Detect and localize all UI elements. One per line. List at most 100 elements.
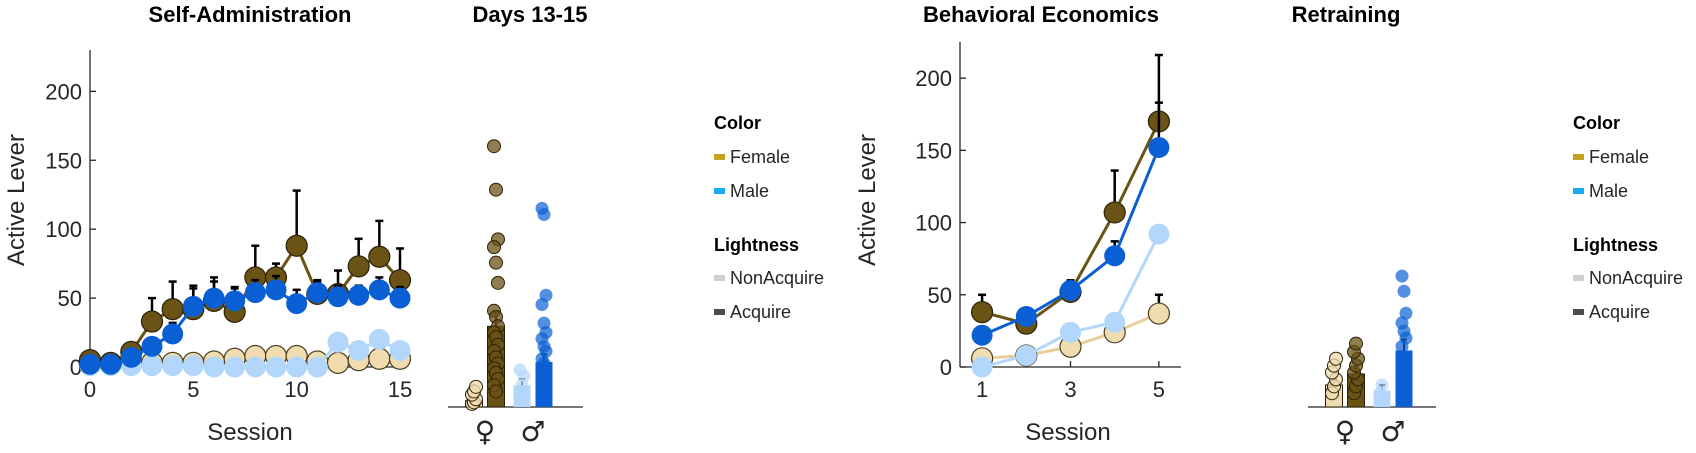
individual-point	[537, 208, 551, 222]
data-point	[1147, 302, 1171, 325]
data-point	[265, 356, 287, 378]
legend-male-label: Male	[1589, 181, 1628, 201]
data-point	[162, 323, 184, 345]
y-tick-label: 150	[915, 138, 952, 163]
data-point	[971, 324, 993, 346]
legend-left: Color Female Male Lightness NonAcquire A…	[714, 113, 824, 322]
data-point	[368, 347, 391, 370]
female-acquire-bar-group	[1347, 336, 1365, 408]
legend-acquire-label: Acquire	[1589, 302, 1650, 322]
data-point	[141, 355, 163, 377]
data-point	[79, 353, 101, 375]
legend-nonacquire-swatch	[714, 275, 725, 281]
legend-nonacquire-swatch	[1573, 275, 1584, 281]
series-line	[89, 242, 402, 365]
male-nonacquire-series	[79, 328, 411, 378]
individual-point	[469, 379, 483, 394]
retraining-title: Retraining	[1292, 2, 1401, 27]
individual-point	[1397, 284, 1411, 298]
data-point	[162, 355, 184, 377]
female-acquire-bar-group	[487, 139, 505, 408]
y-tick-label: 200	[915, 66, 952, 91]
x-tick-label: 5	[187, 377, 199, 402]
data-point	[306, 282, 328, 304]
male-nonacquire-bar-group	[513, 363, 531, 407]
data-point	[1148, 136, 1170, 158]
male-nonacquire-bar-group	[1373, 378, 1391, 407]
data-point	[348, 339, 370, 361]
male-nonacquire-series	[971, 223, 1170, 378]
male-acquire-series	[79, 274, 411, 375]
legend-acquire-swatch	[1573, 309, 1584, 315]
data-point	[1015, 344, 1037, 366]
self-administration-panel: Self-Administration Active Lever Session…	[3, 2, 412, 446]
data-point	[182, 355, 204, 377]
legend-female-label: Female	[1589, 147, 1649, 167]
data-point	[140, 310, 164, 333]
legend-nonacquire-label: NonAcquire	[730, 268, 824, 288]
data-point	[286, 356, 308, 378]
y-tick-label: 200	[45, 79, 82, 104]
data-point	[368, 245, 391, 268]
data-point	[368, 328, 390, 350]
self-administration-ylabel: Active Lever	[3, 134, 30, 266]
legend-color-heading: Color	[714, 113, 761, 133]
y-tick-label: 150	[45, 148, 82, 173]
data-point	[224, 356, 246, 378]
data-point	[1104, 245, 1126, 267]
data-point	[368, 279, 390, 301]
individual-point	[1329, 351, 1343, 366]
data-point	[389, 339, 411, 361]
data-point	[347, 255, 370, 278]
data-point	[182, 295, 204, 317]
legend-nonacquire-label: NonAcquire	[1589, 268, 1683, 288]
data-point	[244, 356, 266, 378]
individual-point	[489, 384, 503, 399]
data-point	[100, 353, 122, 375]
legend-right: Color Female Male Lightness NonAcquire A…	[1573, 113, 1683, 322]
individual-point	[491, 275, 505, 290]
legend-lightness-heading: Lightness	[714, 235, 799, 255]
male-acquire-series	[971, 101, 1170, 346]
data-point	[1103, 201, 1126, 224]
x-tick-label: 1	[976, 377, 988, 402]
male-acquire-bar-group	[535, 201, 553, 407]
female-symbol: ♀	[475, 415, 496, 448]
behavioral-economics-xlabel: Session	[1025, 419, 1110, 446]
data-point	[327, 331, 349, 353]
data-point	[1015, 305, 1037, 327]
data-point	[203, 287, 225, 309]
x-tick-label: 3	[1064, 377, 1076, 402]
behavioral-economics-title: Behavioral Economics	[923, 2, 1159, 27]
data-point	[1104, 311, 1126, 333]
female-symbol: ♀	[1335, 415, 1356, 448]
y-tick-label: 100	[45, 217, 82, 242]
data-point	[265, 279, 287, 301]
behavioral-economics-ylabel: Active Lever	[854, 134, 881, 266]
data-point	[348, 284, 370, 306]
data-point	[141, 335, 163, 357]
male-symbol: ♂	[1380, 415, 1405, 448]
male-acquire-bar-group	[1395, 269, 1413, 407]
data-point	[389, 287, 411, 309]
y-tick-label: 50	[928, 283, 952, 308]
self-administration-xlabel: Session	[207, 419, 292, 446]
y-tick-label: 50	[58, 286, 82, 311]
data-point	[1148, 223, 1170, 245]
data-point	[203, 356, 225, 378]
data-point	[224, 290, 246, 312]
x-tick-label: 0	[84, 377, 96, 402]
legend-acquire-label: Acquire	[730, 302, 791, 322]
data-point	[244, 282, 266, 304]
data-point	[326, 351, 350, 374]
male-symbol: ♂	[520, 415, 545, 448]
female-nonacquire-bar-group	[465, 379, 483, 411]
individual-point	[1375, 378, 1389, 392]
data-point	[286, 293, 308, 315]
bar	[1395, 350, 1413, 407]
data-point	[306, 356, 328, 378]
data-point	[970, 301, 994, 324]
legend-female-swatch	[1573, 154, 1584, 160]
self-administration-title: Self-Administration	[149, 2, 352, 27]
individual-point	[489, 182, 503, 197]
